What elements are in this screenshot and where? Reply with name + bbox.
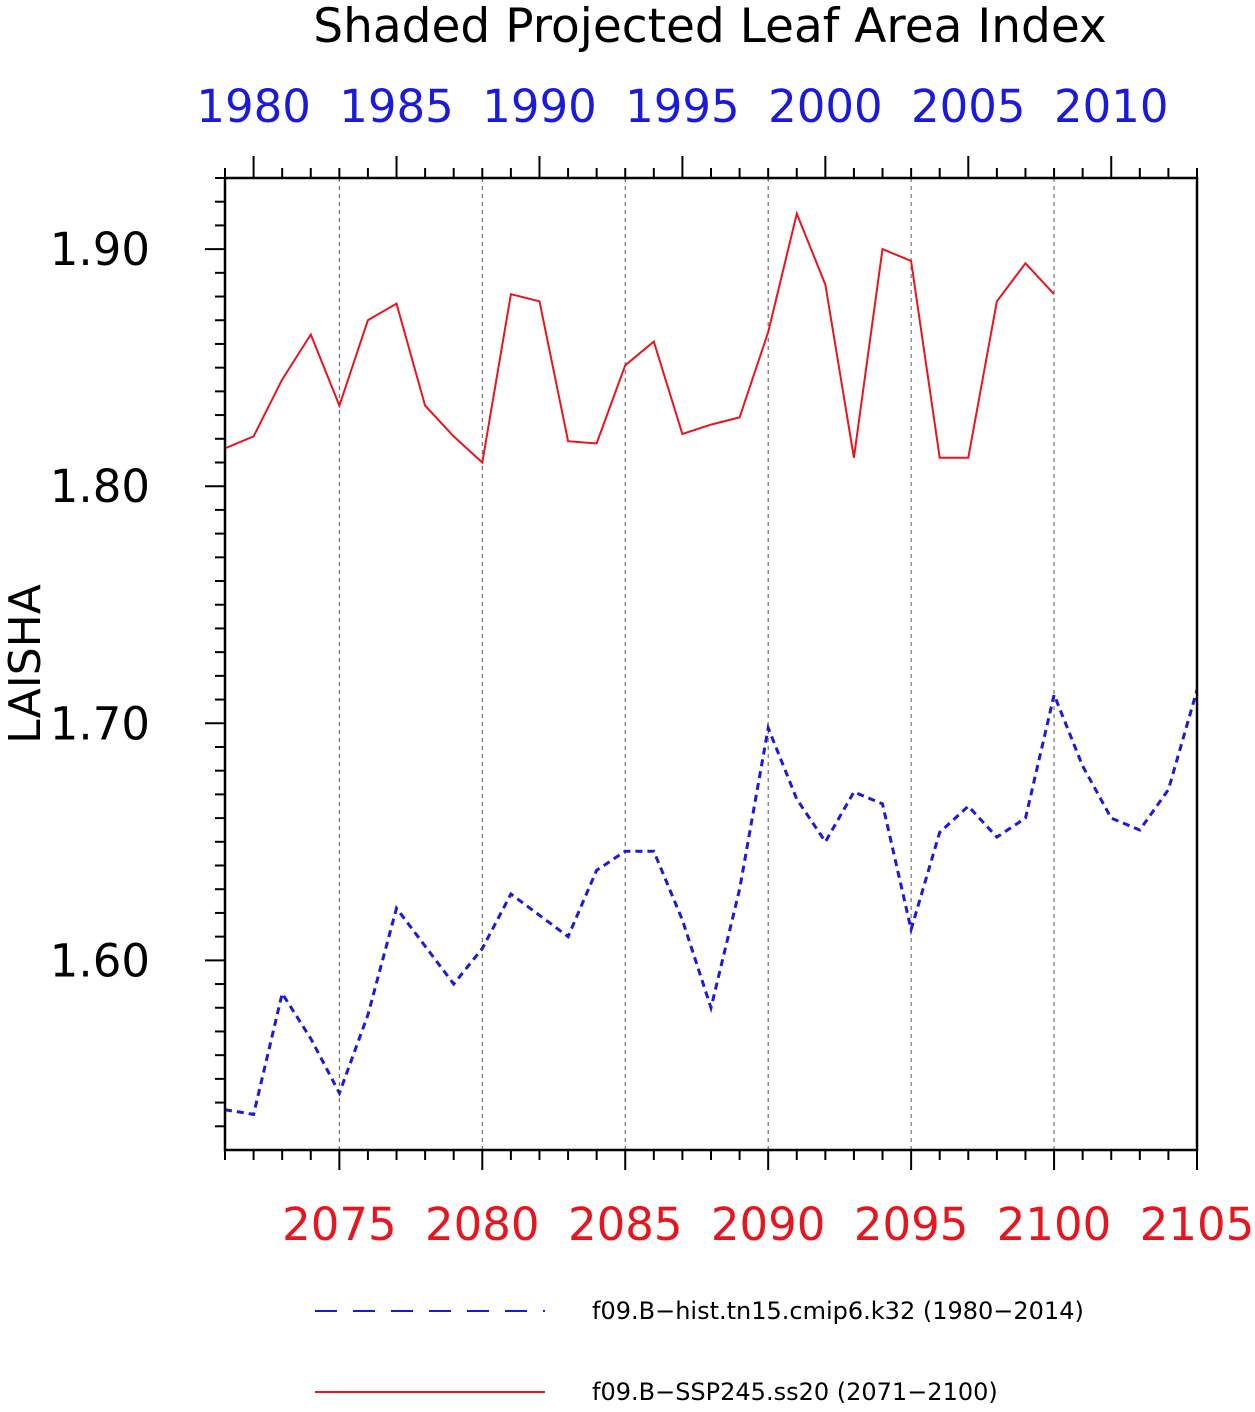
top-axis-tick-label: 2005 — [911, 80, 1026, 133]
top-axis-tick-label: 2010 — [1054, 80, 1169, 133]
y-axis-label: LAISHA — [0, 584, 51, 744]
bottom-axis-tick-label: 2085 — [568, 1198, 683, 1251]
y-axis-tick-label: 1.90 — [50, 223, 150, 276]
bottom-axis-tick-label: 2105 — [1140, 1198, 1255, 1251]
bottom-axis-tick-label: 2095 — [854, 1198, 969, 1251]
top-axis-tick-label: 1985 — [339, 80, 454, 133]
y-axis-tick-label: 1.80 — [50, 460, 150, 513]
top-axis-tick-label: 1990 — [482, 80, 597, 133]
top-axis-tick-label: 1980 — [196, 80, 311, 133]
top-axis-tick-label: 1995 — [625, 80, 740, 133]
bottom-axis-tick-label: 2080 — [425, 1198, 540, 1251]
chart-title: Shaded Projected Leaf Area Index — [313, 0, 1107, 54]
plot-frame — [223, 176, 1199, 1152]
series-line-hist — [225, 685, 1197, 1117]
bottom-axis-tick-label: 2100 — [997, 1198, 1112, 1251]
legend-label: f09.B−hist.tn15.cmip6.k32 (1980−2014) — [592, 1297, 1084, 1325]
y-axis-tick-label: 1.70 — [50, 697, 150, 750]
series-line-ssp245 — [225, 210, 1055, 465]
bottom-axis-tick-label: 2090 — [711, 1198, 826, 1251]
legend-label: f09.B−SSP245.ss20 (2071−2100) — [592, 1378, 998, 1406]
top-axis-tick-label: 2000 — [768, 80, 883, 133]
bottom-axis-tick-label: 2075 — [282, 1198, 397, 1251]
y-axis-tick-label: 1.60 — [50, 934, 150, 987]
